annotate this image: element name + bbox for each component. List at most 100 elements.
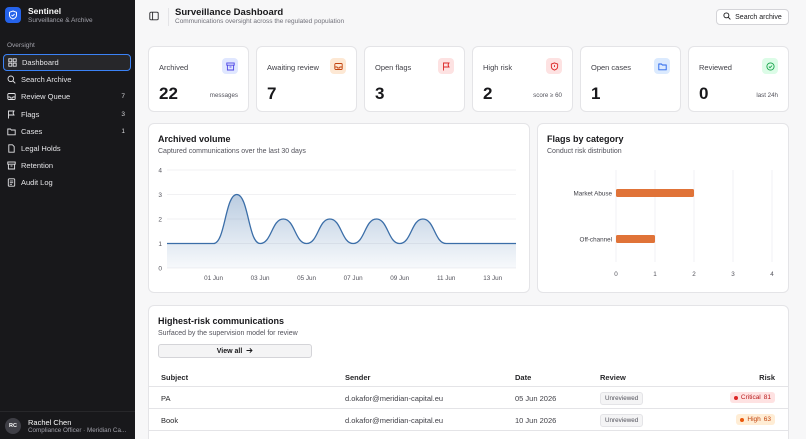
archived-volume-chart: 0 1 2 3 4 01 Jun 03 Jun 05 Jun 07 Jun 09 Jun 11 Ju… <box>158 168 517 282</box>
stat-card-reviewed[interactable]: Reviewed 0 last 24h <box>688 46 789 112</box>
table-row[interactable]: PA d.okafor@meridian-capital.eu 05 Jun 2… <box>148 386 789 408</box>
risk-dot-icon <box>740 417 745 422</box>
x-tick-label: 11 Jun <box>437 275 456 282</box>
user-profile[interactable]: RC Rachel Chen Compliance Officer · Meri… <box>0 411 135 439</box>
stat-card-open-flags[interactable]: Open flags 3 <box>364 46 465 112</box>
page-subtitle: Communications oversight across the regu… <box>175 18 345 25</box>
stat-card-open-cases[interactable]: Open cases 1 <box>580 46 681 112</box>
search-icon <box>7 75 16 84</box>
table-row[interactable] <box>148 430 789 439</box>
search-icon <box>723 12 731 22</box>
sidebar-toggle-icon[interactable] <box>149 11 159 21</box>
sidebar-item-review-queue[interactable]: Review Queue 7 <box>3 88 131 105</box>
x-tick-label: 01 Jun <box>204 275 223 282</box>
sidebar-item-count: 3 <box>121 110 125 118</box>
sidebar-item-legal-holds[interactable]: Legal Holds <box>3 140 131 157</box>
check-circle-icon <box>762 58 778 74</box>
table-row[interactable]: Book d.okafor@meridian-capital.eu 10 Jun… <box>148 408 789 430</box>
sidebar: Sentinel Surveillance & Archive Oversigh… <box>0 0 135 439</box>
arrow-right-icon <box>246 347 253 356</box>
grid-icon <box>8 58 17 67</box>
column-header-risk[interactable]: Risk <box>759 373 775 382</box>
stat-label: Open cases <box>591 63 632 72</box>
stat-label: Archived <box>159 63 189 72</box>
stat-card-awaiting-review[interactable]: Awaiting review 7 <box>256 46 357 112</box>
table-header: Subject Sender Date Review Risk <box>148 366 789 388</box>
category-label: Market Abuse <box>573 190 612 197</box>
column-header-sender[interactable]: Sender <box>345 373 371 382</box>
review-status-badge: Unreviewed <box>600 414 644 427</box>
y-tick-label: 4 <box>158 168 162 175</box>
user-name: Rachel Chen <box>28 417 72 427</box>
bar <box>616 235 655 243</box>
sidebar-item-label: Search Archive <box>21 75 72 85</box>
panel-title: Archived volume <box>158 134 231 144</box>
sidebar-item-label: Retention <box>21 161 54 171</box>
stat-value: 7 <box>267 84 277 103</box>
sidebar-item-label: Flags <box>21 109 40 119</box>
archive-icon <box>7 161 16 170</box>
sidebar-item-dashboard[interactable]: Dashboard <box>3 54 131 72</box>
stat-label: High risk <box>483 63 513 72</box>
cell-subject: Book <box>161 416 179 425</box>
risk-badge: High 63 <box>736 414 775 425</box>
series-line <box>167 193 516 245</box>
sidebar-nav: Dashboard Search Archive Review Queue 7 … <box>3 54 131 192</box>
risk-score: 81 <box>763 394 771 401</box>
panel-title: Flags by category <box>547 134 624 144</box>
stat-card-archived[interactable]: Archived 22 messages <box>148 46 249 112</box>
search-archive-button[interactable]: Search archive <box>716 9 789 25</box>
x-tick-label: 4 <box>770 271 774 278</box>
stat-unit: messages <box>209 92 238 99</box>
column-header-review[interactable]: Review <box>600 373 626 382</box>
stat-card-high-risk[interactable]: High risk 2 score ≥ 60 <box>472 46 573 112</box>
stat-unit: score ≥ 60 <box>533 92 562 99</box>
flag-icon <box>7 110 16 119</box>
sidebar-item-count: 1 <box>121 127 125 135</box>
view-all-button[interactable]: View all <box>158 344 312 358</box>
shield-logo-icon <box>5 7 21 23</box>
log-icon <box>7 178 16 188</box>
brand-subtitle: Surveillance & Archive <box>28 17 93 24</box>
risk-score: 63 <box>763 416 771 423</box>
y-tick-label: 3 <box>158 192 162 199</box>
panel-title: Highest-risk communications <box>158 316 285 326</box>
panel-subtitle: Captured communications over the last 30… <box>158 148 306 155</box>
sidebar-item-label: Cases <box>21 126 43 136</box>
panel-subtitle: Surfaced by the supervision model for re… <box>158 330 298 337</box>
header: Surveillance Dashboard Communications ov… <box>135 0 806 33</box>
sidebar-item-audit-log[interactable]: Audit Log <box>3 174 131 191</box>
sidebar-item-cases[interactable]: Cases 1 <box>3 123 131 140</box>
folder-icon <box>654 58 670 74</box>
stat-label: Reviewed <box>699 63 732 72</box>
x-tick-label: 03 Jun <box>251 275 270 282</box>
column-header-date[interactable]: Date <box>515 373 532 382</box>
search-archive-label: Search archive <box>735 13 782 21</box>
x-tick-label: 05 Jun <box>297 275 316 282</box>
x-tick-label: 3 <box>731 271 735 278</box>
x-tick-label: 2 <box>692 271 696 278</box>
column-header-subject[interactable]: Subject <box>161 373 189 382</box>
brand[interactable]: Sentinel Surveillance & Archive <box>5 6 93 24</box>
stat-label: Awaiting review <box>267 63 319 72</box>
stat-value: 22 <box>159 84 178 103</box>
x-tick-label: 09 Jun <box>390 275 409 282</box>
stat-value: 3 <box>375 84 385 103</box>
sidebar-item-search-archive[interactable]: Search Archive <box>3 71 131 88</box>
avatar: RC <box>5 417 21 434</box>
sidebar-item-flags[interactable]: Flags 3 <box>3 106 131 123</box>
x-tick-label: 0 <box>614 271 618 278</box>
nav-section-label: Oversight <box>7 42 35 49</box>
archived-volume-panel: Archived volume Captured communications … <box>148 123 530 293</box>
sidebar-item-retention[interactable]: Retention <box>3 157 131 174</box>
cell-subject: PA <box>161 394 171 403</box>
highest-risk-panel: Highest-risk communications Surfaced by … <box>148 305 789 439</box>
document-icon <box>7 144 16 153</box>
view-all-label: View all <box>216 347 243 355</box>
brand-name: Sentinel <box>28 6 62 16</box>
x-tick-label: 13 Jun <box>483 275 502 282</box>
cell-sender: d.okafor@meridian-capital.eu <box>345 394 444 403</box>
y-tick-label: 2 <box>158 217 162 224</box>
y-tick-label: 1 <box>158 241 162 248</box>
risk-badge: Critical 81 <box>729 392 775 403</box>
